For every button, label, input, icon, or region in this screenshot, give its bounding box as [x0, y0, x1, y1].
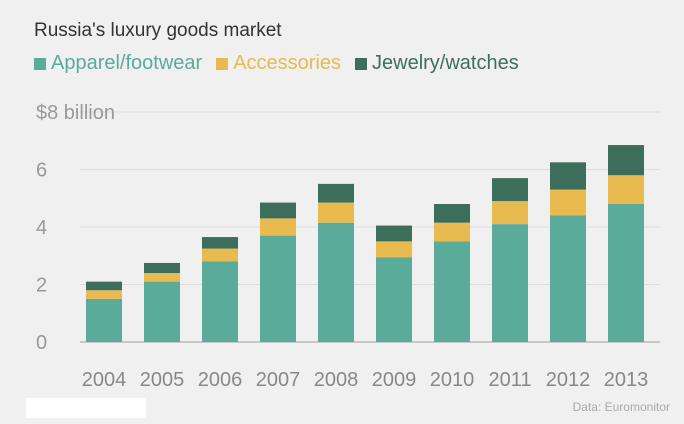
bar-jewelry-watches-2011: [492, 178, 528, 202]
x-tick-label: 2011: [488, 369, 531, 391]
bar-accessories-2012: [550, 189, 586, 216]
bar-apparel-footwear-2013: [608, 204, 644, 342]
legend-item-apparel: Apparel/footwear: [34, 52, 202, 75]
legend-swatch-jewelry: [355, 57, 368, 70]
bar-accessories-2009: [376, 241, 412, 258]
x-tick-label: 2013: [604, 369, 649, 391]
bar-apparel-footwear-2009: [376, 257, 412, 342]
bar-accessories-2006: [202, 248, 238, 262]
chart-title: Russia's luxury goods market: [34, 20, 282, 41]
blank-box: [26, 398, 146, 418]
bar-accessories-2010: [434, 222, 470, 242]
y-tick-label: $8 billion: [36, 102, 115, 124]
x-tick-label: 2008: [314, 369, 359, 391]
legend: Apparel/footwear Accessories Jewelry/wat…: [34, 52, 519, 75]
bar-accessories-2004: [86, 290, 122, 299]
legend-label-accessories: Accessories: [233, 52, 342, 74]
bar-accessories-2013: [608, 175, 644, 204]
x-tick-label: 2009: [372, 369, 417, 391]
bar-jewelry-watches-2004: [86, 281, 122, 291]
bar-jewelry-watches-2006: [202, 237, 238, 249]
bar-jewelry-watches-2008: [318, 183, 354, 203]
bar-apparel-footwear-2008: [318, 222, 354, 342]
y-tick-label: 4: [36, 217, 47, 239]
legend-swatch-apparel: [34, 57, 46, 70]
bar-accessories-2005: [144, 273, 180, 282]
x-tick-label: 2005: [140, 369, 185, 391]
bar-jewelry-watches-2013: [608, 145, 644, 176]
legend-label-apparel: Apparel/footwear: [51, 52, 203, 74]
x-tick-label: 2004: [82, 369, 127, 391]
legend-label-jewelry: Jewelry/watches: [372, 52, 519, 74]
x-tick-label: 2006: [198, 369, 243, 391]
y-tick-label: 0: [36, 332, 47, 354]
bar-apparel-footwear-2012: [550, 215, 586, 342]
bar-jewelry-watches-2005: [144, 262, 180, 273]
bar-accessories-2008: [318, 202, 354, 223]
bar-accessories-2011: [492, 201, 528, 225]
legend-item-jewelry: Jewelry/watches: [355, 52, 519, 75]
legend-swatch-accessories: [216, 57, 229, 70]
bar-apparel-footwear-2011: [492, 224, 528, 342]
bar-apparel-footwear-2010: [434, 241, 470, 342]
bar-jewelry-watches-2010: [434, 204, 470, 223]
x-tick-label: 2010: [430, 369, 475, 391]
bar-apparel-footwear-2006: [202, 261, 238, 342]
bar-apparel-footwear-2004: [86, 298, 122, 342]
legend-item-accessories: Accessories: [216, 52, 341, 75]
source-note: Data: Euromonitor: [572, 400, 670, 414]
bar-apparel-footwear-2005: [144, 281, 180, 342]
y-tick-label: 2: [36, 275, 47, 297]
x-tick-label: 2012: [546, 369, 591, 391]
y-tick-label: 6: [36, 160, 47, 182]
bar-accessories-2007: [260, 218, 296, 236]
x-tick-label: 2007: [256, 369, 301, 391]
bar-jewelry-watches-2007: [260, 202, 296, 219]
bar-jewelry-watches-2009: [376, 225, 412, 242]
bar-apparel-footwear-2007: [260, 235, 296, 342]
bar-jewelry-watches-2012: [550, 162, 586, 190]
